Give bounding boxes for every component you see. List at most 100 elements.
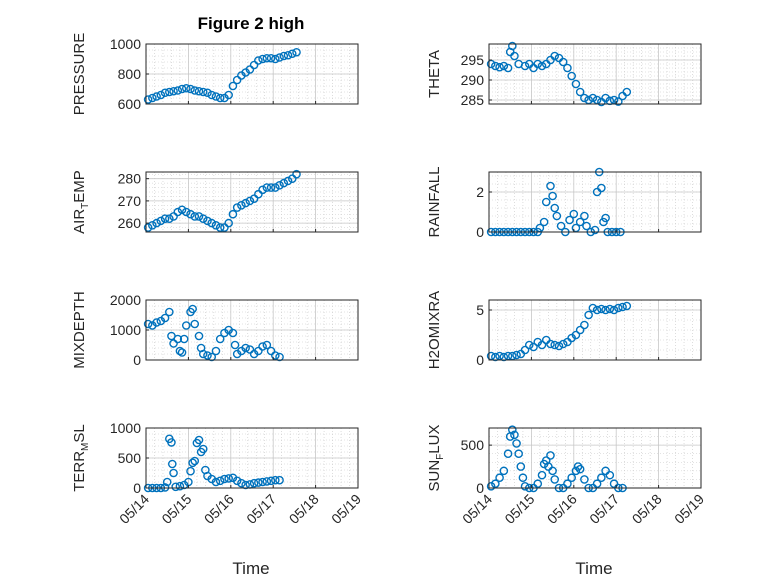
data-point <box>148 221 157 230</box>
data-point <box>546 339 555 349</box>
y-axis-label: THETA <box>426 50 443 98</box>
data-point <box>279 178 289 188</box>
data-point <box>156 216 166 226</box>
data-point <box>143 223 153 232</box>
data-point <box>211 346 221 356</box>
axes-box <box>488 171 702 233</box>
data-point <box>162 477 172 487</box>
data-point <box>198 349 208 359</box>
x-tick-label: 05/16 <box>544 491 580 527</box>
y-axis-label: AIRTEMP <box>71 170 91 234</box>
data-point <box>160 483 170 492</box>
data-point <box>512 439 521 448</box>
data-point <box>601 213 610 223</box>
data-point <box>165 87 174 97</box>
data-point <box>614 97 623 106</box>
data-point <box>220 474 229 484</box>
axes-box <box>145 171 359 233</box>
figure-title: Figure 2 high <box>198 14 305 33</box>
data-point <box>512 350 521 360</box>
data-point <box>177 205 187 215</box>
data-point <box>571 330 581 340</box>
data-point <box>186 209 195 219</box>
data-point <box>491 61 500 71</box>
data-point <box>194 331 204 341</box>
data-point <box>211 221 221 230</box>
data-point <box>169 339 178 348</box>
data-point <box>552 211 562 221</box>
data-point <box>580 475 589 484</box>
chart-pressure: 600 800 1000 PRESSURE <box>71 33 359 115</box>
data-point <box>241 198 250 208</box>
data-point <box>529 342 538 352</box>
data-point <box>167 438 176 447</box>
data-point <box>575 325 585 335</box>
data-point <box>292 47 301 57</box>
data-point <box>271 351 280 360</box>
data-point <box>614 303 623 313</box>
data-point <box>575 87 585 97</box>
chart-sun_flux: 0 500 05/14 05/15 05/16 05/17 05/18 05/19 SUNFLU… <box>426 425 707 527</box>
data-point <box>190 456 200 466</box>
data-point <box>203 216 212 226</box>
data-point <box>211 477 221 487</box>
data-point <box>262 340 272 350</box>
y-tick-label: 0 <box>476 352 484 368</box>
x-tick-label: 05/15 <box>158 491 194 527</box>
data-point <box>249 194 259 203</box>
data-point <box>605 470 615 480</box>
data-point <box>510 51 519 61</box>
y-axis-label: TERRMSL <box>71 424 91 492</box>
data-point <box>254 346 263 356</box>
data-point <box>292 169 301 179</box>
data-point <box>275 352 284 362</box>
data-point <box>597 304 606 314</box>
x-tick-label: 05/14 <box>116 491 152 527</box>
data-point <box>508 41 517 51</box>
data-point <box>211 92 221 101</box>
y-tick-label: 290 <box>461 72 485 88</box>
data-point <box>514 449 523 459</box>
data-point <box>520 481 530 491</box>
data-point <box>563 479 572 489</box>
x-tick-label: 05/17 <box>586 491 622 527</box>
data-point <box>550 51 560 61</box>
data-point <box>181 321 191 330</box>
plot-area <box>489 172 701 232</box>
data-point <box>245 65 255 74</box>
data-point <box>258 342 267 351</box>
data-point <box>175 481 185 491</box>
y-axis-label: H2OMIXRA <box>426 291 443 369</box>
data-point <box>220 223 229 232</box>
data-point <box>232 476 242 486</box>
data-point <box>518 473 528 483</box>
data-point <box>207 218 217 228</box>
y-tick-label: 0 <box>476 224 484 240</box>
data-point <box>571 466 581 476</box>
data-point <box>582 221 591 231</box>
data-point <box>546 181 555 191</box>
data-point <box>232 203 242 212</box>
data-point <box>516 462 526 471</box>
data-point <box>548 191 557 201</box>
data-point <box>143 319 153 329</box>
data-point <box>495 62 504 72</box>
data-point <box>590 225 600 235</box>
data-point <box>160 313 170 323</box>
axes-box <box>488 299 702 361</box>
chart-rainfall: 0 2 RAINFALL <box>426 167 702 240</box>
data-point <box>275 53 284 62</box>
data-point <box>271 54 280 64</box>
data-point <box>203 88 212 98</box>
data-point <box>275 181 284 190</box>
y-axis-label: SUNFLUX <box>426 425 446 492</box>
data-point <box>622 87 632 97</box>
data-point <box>592 305 602 315</box>
chart-terr_msl: 0 500 1000 05/14 05/15 05/16 05/17 05/18 05/19 TE… <box>71 420 364 527</box>
data-point <box>563 63 572 73</box>
x-tick-label: 05/14 <box>459 491 495 527</box>
data-point <box>503 449 513 459</box>
data-point <box>266 53 276 63</box>
y-tick-label: 280 <box>118 171 142 187</box>
